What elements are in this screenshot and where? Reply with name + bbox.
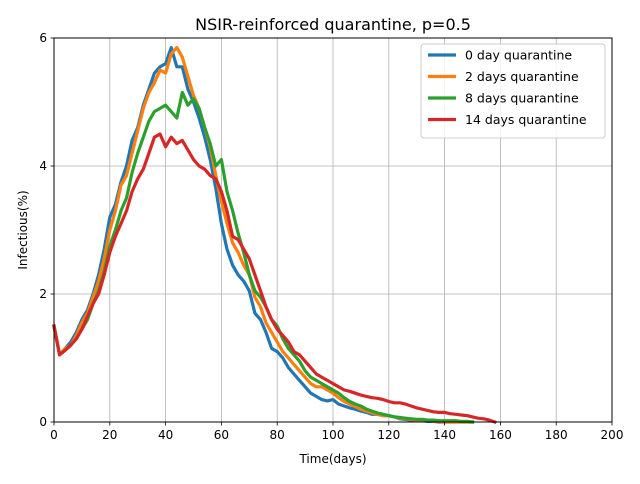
- axis-ticks: 0 20 40 60 80 100 120 140 160 180 200 0 2 4 6: [39, 31, 623, 442]
- x-tick-label: 140: [433, 428, 456, 442]
- x-tick-label: 80: [270, 428, 285, 442]
- series-lines: [52, 45, 497, 425]
- x-tick-label: 200: [601, 428, 624, 442]
- legend-label-2: 8 days quarantine: [465, 91, 579, 106]
- x-tick-label: 20: [102, 428, 117, 442]
- x-tick-label: 60: [214, 428, 229, 442]
- x-tick-label: 120: [377, 428, 400, 442]
- y-tick-label: 2: [39, 287, 47, 301]
- y-tick-label: 0: [39, 415, 47, 429]
- y-tick-label: 4: [39, 159, 47, 173]
- legend-label-3: 14 days quarantine: [465, 112, 587, 127]
- x-tick-label: 180: [545, 428, 568, 442]
- y-tick-label: 6: [39, 31, 47, 45]
- chart-title: NSIR-reinforced quarantine, p=0.5: [195, 15, 471, 34]
- legend-label-1: 2 days quarantine: [465, 69, 579, 84]
- y-axis-label: Infectious(%): [16, 190, 30, 269]
- legend-label-0: 0 day quarantine: [465, 48, 572, 63]
- x-tick-label: 100: [322, 428, 345, 442]
- series-line-3: [52, 132, 497, 425]
- x-tick-label: 40: [158, 428, 173, 442]
- legend-box: [420, 43, 606, 139]
- x-axis-label: Time(days): [298, 452, 366, 466]
- legend: 0 day quarantine 2 days quarantine 8 days …: [420, 43, 606, 139]
- x-tick-label: 0: [50, 428, 58, 442]
- x-tick-label: 160: [489, 428, 512, 442]
